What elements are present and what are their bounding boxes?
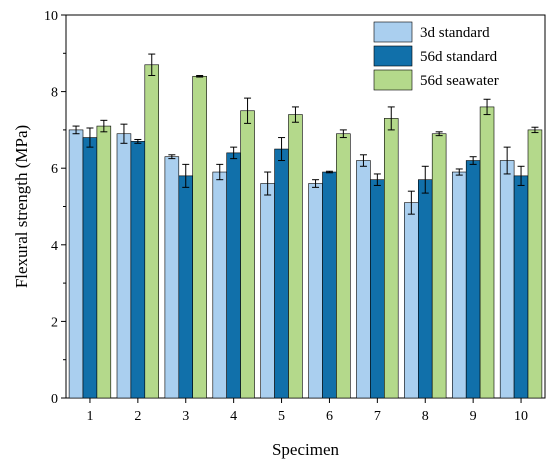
y-tick-label: 6 [51,162,58,177]
y-tick-label: 4 [51,239,58,254]
x-axis: 1 2 3 4 5 6 7 8 9 10 [86,398,528,424]
legend-swatch [373,45,413,67]
bar [417,179,433,399]
bar [513,175,529,399]
legend: 3d standard 56d standard 56d seawater [373,21,499,91]
x-tick-label: 6 [326,409,333,424]
y-tick-label: 2 [51,315,58,330]
legend-label: 56d seawater [420,73,499,89]
bar [260,183,275,399]
bar [240,110,255,399]
bar [144,64,160,399]
bar [192,75,207,399]
bar [288,114,303,399]
legend-swatch [373,21,413,43]
bar [116,133,132,399]
bar [451,171,467,399]
bar [96,125,112,399]
legend-label: 3d standard [420,25,490,41]
bar [274,148,289,399]
x-tick-label: 5 [278,409,285,424]
legend-swatch [373,69,413,91]
legend-label: 56d standard [420,49,498,65]
bar [404,202,419,399]
x-tick-label: 8 [422,409,429,424]
y-tick-label: 10 [44,9,58,24]
bars-layer [68,53,543,399]
bar [308,183,323,399]
y-tick-label: 0 [51,392,58,407]
bar [68,129,84,399]
x-tick-label: 2 [134,409,141,424]
bar [527,129,543,399]
bar [212,171,228,399]
bar [226,152,241,399]
bar [82,137,98,399]
bar [322,171,337,399]
bar [356,160,371,399]
bar [164,156,180,399]
y-axis: 0 2 4 6 8 10 [44,9,66,407]
y-tick-label: 8 [51,86,58,101]
y-axis-title: Flexural strength (MPa) [12,125,31,288]
bar [499,160,515,399]
x-tick-label: 7 [374,409,381,424]
bar [479,106,495,399]
x-tick-label: 10 [514,409,528,424]
bar [130,141,146,399]
bar [336,133,351,399]
bar [370,179,385,399]
bar [383,118,399,399]
bar [431,133,447,399]
x-tick-label: 1 [86,409,93,424]
bar [178,175,194,399]
x-tick-label: 4 [230,409,237,424]
x-axis-title: Specimen [272,440,340,459]
x-tick-label: 9 [470,409,477,424]
x-tick-label: 3 [182,409,189,424]
bar [465,160,481,399]
